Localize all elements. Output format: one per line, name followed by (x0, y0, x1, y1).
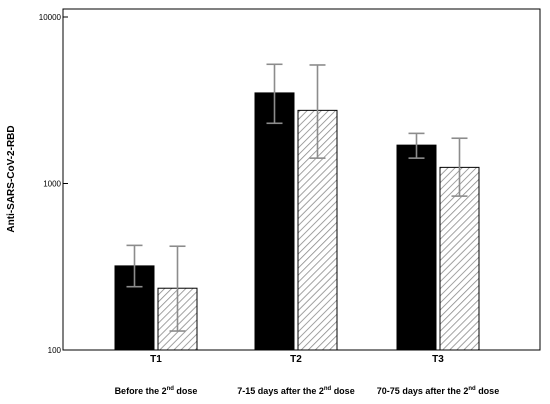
x-category-sublabel: Before the 2nd dose (115, 386, 198, 396)
y-axis-label: Anti-SARS-CoV-2-RBD (6, 125, 17, 232)
bar (439, 166, 480, 351)
x-category-label: T2 (290, 354, 302, 365)
x-category-label: T3 (432, 354, 444, 365)
y-tick-label: 100 (48, 346, 62, 355)
bar (396, 144, 437, 351)
x-category-sublabel: 7-15 days after the 2nd dose (237, 386, 354, 396)
bar (254, 92, 295, 351)
chart-marks: 100 1000 10000 T1 Before the 2nd dose T2 7-15 … (39, 13, 499, 396)
x-category-sublabel: 70-75 days after the 2nd dose (377, 386, 499, 396)
y-tick-label: 10000 (39, 13, 62, 22)
y-tick-label: 1000 (43, 180, 61, 189)
x-category-label: T1 (150, 354, 162, 365)
